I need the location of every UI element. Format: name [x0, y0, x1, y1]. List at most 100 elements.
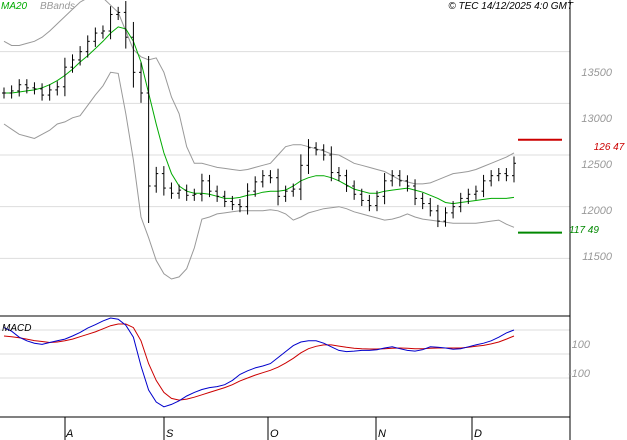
- bollinger-bands: [3, 0, 515, 280]
- price-bar: [352, 180, 357, 200]
- price-bar: [420, 192, 425, 210]
- price-bar: [367, 194, 372, 212]
- price-bar: [321, 144, 326, 161]
- macd-tick-label: -100: [568, 368, 591, 380]
- price-bar: [245, 183, 250, 215]
- price-bar: [70, 54, 75, 73]
- price-bar: [146, 56, 151, 223]
- price-bar: [93, 27, 98, 47]
- price-bar: [230, 195, 235, 211]
- price-bar: [443, 207, 448, 227]
- macd-lines: [3, 317, 515, 408]
- resistance-level-label: 126 47: [594, 142, 625, 153]
- price-bar: [390, 170, 395, 187]
- price-bar: [428, 198, 433, 217]
- price-tick-label: 12500: [581, 159, 612, 171]
- bband-line: [3, 71, 515, 280]
- macd-tick-label: 100: [572, 339, 591, 351]
- price-gridlines: [0, 51, 570, 259]
- price-bar: [260, 170, 265, 188]
- price-bar: [466, 188, 471, 204]
- price-bar: [374, 190, 379, 212]
- month-label: N: [378, 428, 386, 440]
- price-bar: [78, 46, 83, 66]
- macd-signal-line: [3, 323, 515, 401]
- price-bar: [40, 83, 45, 101]
- price-bar: [382, 172, 387, 205]
- price-bar: [336, 167, 341, 182]
- price-bar: [397, 170, 402, 187]
- price-bar: [123, 1, 128, 49]
- price-bar: [276, 168, 281, 206]
- price-bar: [329, 146, 334, 182]
- price-bar: [154, 166, 159, 193]
- price-bar: [283, 185, 288, 202]
- price-bar: [24, 79, 29, 94]
- price-bar: [306, 139, 311, 174]
- price-bar: [131, 21, 136, 88]
- price-bar: [298, 154, 303, 201]
- price-bar: [17, 79, 22, 97]
- price-tick-label: 11500: [582, 251, 613, 263]
- price-bar: [169, 182, 174, 199]
- support-level-label: 117 49: [569, 225, 599, 236]
- price-bar: [215, 185, 220, 202]
- price-bar: [100, 25, 105, 39]
- copyright-timestamp: © TEC 14/12/2025 4:0 GMT: [448, 1, 574, 12]
- month-label: O: [270, 428, 279, 440]
- price-bar: [435, 204, 440, 228]
- price-bar: [481, 174, 486, 198]
- price-bar: [116, 6, 121, 21]
- price-levels: [518, 138, 562, 234]
- price-bar: [177, 184, 182, 199]
- price-bar: [496, 168, 501, 182]
- price-bar: [489, 170, 494, 187]
- ma20-legend-label: MA20: [1, 1, 28, 12]
- price-bar: [451, 201, 456, 219]
- price-bar: [314, 142, 319, 156]
- price-bar: [268, 170, 273, 184]
- price-bar: [473, 185, 478, 200]
- price-bar: [139, 62, 144, 103]
- ma20-series-line: [4, 26, 515, 205]
- month-label: D: [474, 428, 482, 440]
- price-bar: [405, 175, 410, 192]
- price-bar: [62, 57, 67, 97]
- price-bar: [291, 183, 296, 197]
- price-bar: [512, 156, 516, 183]
- price-bar: [9, 85, 14, 99]
- macd-line: [3, 317, 515, 408]
- price-bar: [85, 35, 90, 58]
- price-bar: [222, 190, 227, 208]
- month-label: A: [65, 428, 73, 440]
- price-bar: [184, 184, 189, 201]
- price-bar: [207, 174, 212, 198]
- macd-panel-label: MACD: [2, 323, 31, 334]
- price-bar: [108, 6, 113, 40]
- price-tick-label: 12000: [581, 205, 612, 217]
- price-bar: [2, 87, 6, 99]
- price-bar: [458, 192, 463, 213]
- price-bars: [2, 1, 516, 228]
- price-tick-label: 13000: [581, 113, 612, 125]
- price-bar: [344, 169, 349, 192]
- price-bar: [504, 168, 509, 182]
- macd-gridlines: [0, 329, 570, 379]
- price-bar: [161, 166, 166, 196]
- ma20-line: [4, 26, 515, 205]
- price-bar: [55, 81, 60, 96]
- price-bar: [413, 179, 418, 206]
- bband-line: [3, 0, 515, 185]
- price-tick-label: 13500: [581, 67, 612, 79]
- bbands-legend-label: BBands: [40, 1, 75, 12]
- price-bar: [253, 176, 258, 197]
- price-bar: [359, 188, 364, 207]
- price-bar: [32, 82, 37, 95]
- price-bar: [47, 84, 52, 101]
- price-bar: [237, 199, 242, 213]
- month-label: S: [166, 428, 174, 440]
- price-bar: [192, 188, 197, 201]
